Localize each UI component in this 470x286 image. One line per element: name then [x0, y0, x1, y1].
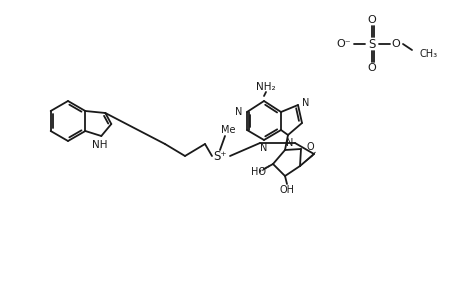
Text: Me: Me — [221, 125, 235, 135]
Polygon shape — [300, 152, 315, 166]
Text: HO: HO — [251, 167, 266, 177]
Text: N: N — [235, 107, 243, 117]
Text: S⁺: S⁺ — [213, 150, 227, 162]
Text: O: O — [306, 142, 314, 152]
Text: NH: NH — [92, 140, 107, 150]
Text: OH: OH — [280, 185, 295, 195]
Text: N: N — [302, 98, 310, 108]
Text: O⁻: O⁻ — [337, 39, 351, 49]
Text: S: S — [368, 37, 376, 51]
Text: CH₃: CH₃ — [420, 49, 438, 59]
Text: O: O — [368, 63, 376, 73]
Text: N: N — [286, 138, 294, 148]
Text: O: O — [368, 15, 376, 25]
Text: O: O — [392, 39, 400, 49]
Text: NH₂: NH₂ — [256, 82, 276, 92]
Text: N: N — [260, 143, 268, 153]
